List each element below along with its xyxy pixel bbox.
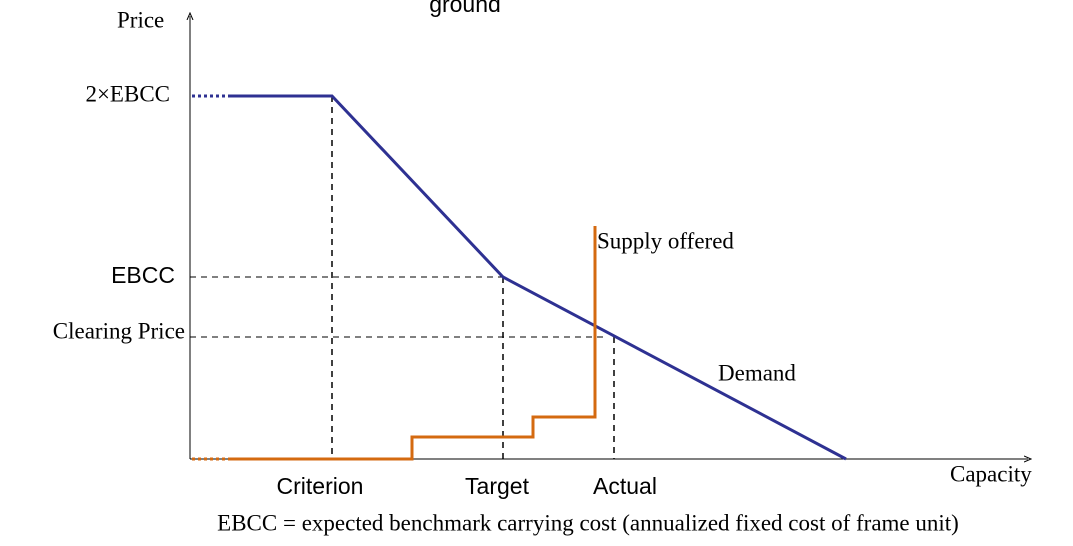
price-level-label: 2×EBCC bbox=[85, 81, 170, 106]
footnote: EBCC = expected benchmark carrying cost … bbox=[217, 510, 959, 535]
demand-label: Demand bbox=[718, 360, 796, 385]
price-level-label: EBCC bbox=[111, 262, 175, 288]
capacity-level-label: Actual bbox=[593, 473, 657, 499]
title: ground bbox=[429, 0, 501, 17]
x-axis-label: Capacity bbox=[950, 461, 1032, 486]
guides bbox=[190, 96, 615, 459]
capacity-level-label: Target bbox=[465, 473, 530, 499]
supply-curve bbox=[230, 226, 597, 461]
demand-curve bbox=[230, 94, 847, 461]
supply-label: Supply offered bbox=[597, 228, 734, 253]
capacity-level-label: Criterion bbox=[277, 473, 364, 499]
y-axis-label: Price bbox=[117, 7, 164, 32]
price-level-label: Clearing Price bbox=[53, 318, 185, 343]
